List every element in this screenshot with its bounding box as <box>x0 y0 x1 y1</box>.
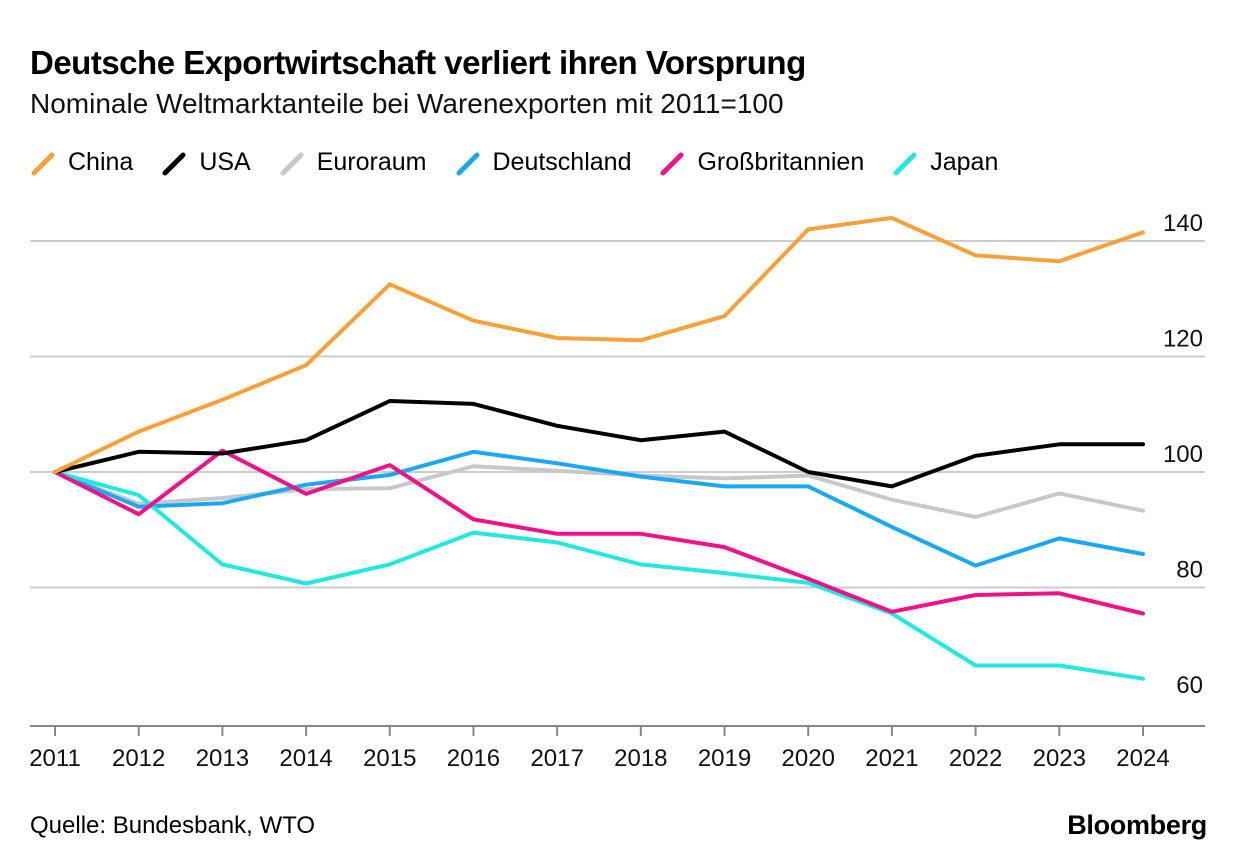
x-tick-label-2013: 2013 <box>196 745 249 772</box>
x-tick-label-2015: 2015 <box>363 745 416 772</box>
x-tick-label-2014: 2014 <box>279 745 332 772</box>
x-tick-label-2022: 2022 <box>949 745 1002 772</box>
chart-legend: China USA Euroraum Deutschland Großbritannie… <box>30 148 1026 177</box>
chart-subtitle: Nominale Weltmarktanteile bei Warenexpor… <box>30 88 784 119</box>
series-line-deutschland <box>53 449 1145 568</box>
x-tick-label-2019: 2019 <box>698 745 751 772</box>
legend-swatch-usa <box>162 152 186 175</box>
series-line-gro-britannien <box>53 448 1145 616</box>
x-tick-label-2020: 2020 <box>782 745 835 772</box>
legend-item-china: China <box>30 148 133 177</box>
series-line-china <box>53 215 1145 474</box>
legend-swatch-gro-britannien <box>660 152 684 175</box>
x-tick-label-2017: 2017 <box>530 745 583 772</box>
y-tick-label-140: 140 <box>1163 210 1203 237</box>
legend-swatch-china <box>31 152 55 175</box>
legend-label-usa: USA <box>199 148 251 176</box>
legend-label-japan: Japan <box>930 148 999 176</box>
legend-label-euroraum: Euroraum <box>316 148 427 176</box>
x-tick-label-2018: 2018 <box>614 745 667 772</box>
legend-item-euroraum: Euroraum <box>279 148 427 177</box>
x-tick-label-2012: 2012 <box>112 745 165 772</box>
x-tick-label-2016: 2016 <box>447 745 500 772</box>
x-tick-label-2021: 2021 <box>865 745 918 772</box>
legend-swatch-japan <box>893 152 917 175</box>
series-line-euroraum <box>53 464 1145 519</box>
legend-item-japan: Japan <box>892 148 998 177</box>
x-tick-label-2023: 2023 <box>1033 745 1086 772</box>
x-tick-label-2024: 2024 <box>1116 745 1169 772</box>
chart-title: Deutsche Exportwirtschaft verliert ihren… <box>30 44 806 81</box>
series-line-japan <box>53 470 1145 681</box>
legend-item-usa: USA <box>161 148 251 177</box>
y-tick-label-100: 100 <box>1163 441 1203 468</box>
legend-swatch-euroraum <box>280 152 304 175</box>
y-tick-label-120: 120 <box>1163 326 1203 353</box>
legend-item-deutschland: Deutschland <box>455 148 632 177</box>
series-line-usa <box>53 399 1145 489</box>
source-note: Quelle: Bundesbank, WTO <box>30 812 316 839</box>
legend-label-gro-britannien: Großbritannien <box>697 148 865 176</box>
legend-label-china: China <box>68 148 134 176</box>
x-tick-label-2011: 2011 <box>29 745 81 772</box>
legend-label-deutschland: Deutschland <box>492 148 632 176</box>
legend-swatch-deutschland <box>456 152 479 175</box>
y-tick-label-60: 60 <box>1176 672 1203 699</box>
y-tick-label-80: 80 <box>1176 557 1203 584</box>
legend-item-gro-britannien: Großbritannien <box>659 148 864 177</box>
bloomberg-logo: Bloomberg <box>1067 810 1207 840</box>
